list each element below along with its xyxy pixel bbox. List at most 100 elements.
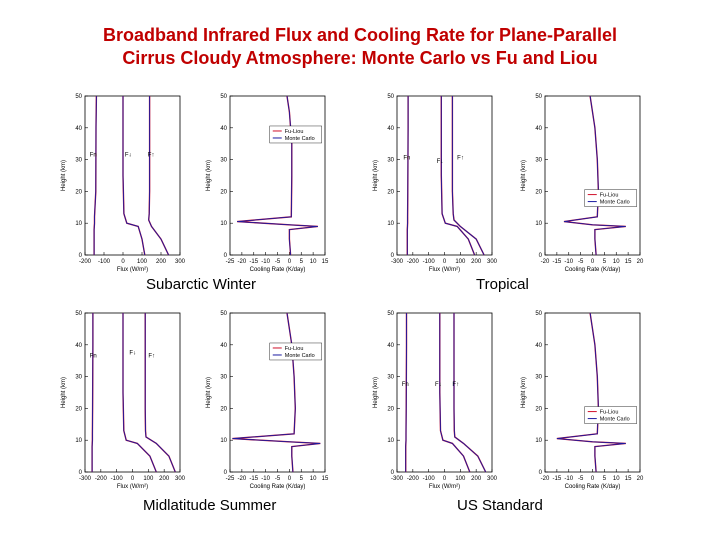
x-axis-label: Cooling Rate (K/day) <box>565 484 621 490</box>
y-tick-label: 40 <box>75 343 82 349</box>
curve-label: F↓ <box>125 152 132 158</box>
y-tick-label: 30 <box>75 375 82 381</box>
x-tick-label: 15 <box>625 476 632 482</box>
curve-label: F↓ <box>129 350 136 356</box>
x-tick-label: -100 <box>423 476 436 482</box>
x-axis-label: Cooling Rate (K/day) <box>250 484 306 490</box>
series-line-monte-carlo <box>91 313 94 472</box>
y-tick-label: 30 <box>220 158 227 164</box>
y-tick-label: 30 <box>535 158 542 164</box>
legend-label: Fu-Liou <box>285 129 304 135</box>
y-tick-label: 30 <box>75 158 82 164</box>
series-line-monte-carlo <box>453 313 487 473</box>
y-axis-label: Height (km) <box>373 160 379 191</box>
us-standard-flux-plot: 0 10 20 30 40 50 -300 -200 -100 0 100 200 300 Flux (W… <box>373 311 498 490</box>
x-tick-label: 10 <box>613 476 620 482</box>
x-tick-label: -15 <box>249 476 258 482</box>
y-tick-label: 20 <box>535 189 542 195</box>
y-tick-label: 20 <box>220 406 227 412</box>
x-tick-label: 0 <box>288 259 292 265</box>
x-tick-label: -10 <box>564 259 573 265</box>
tropical-cooling-plot: 0 10 20 30 40 50 -20 -15 -10 -5 0 5 10 15 20 Cooling Ra… <box>521 94 644 273</box>
y-tick-label: 50 <box>75 94 82 100</box>
legend-box <box>584 406 637 424</box>
plot-frame <box>84 95 181 256</box>
series-line-fu-liou <box>556 312 626 473</box>
legend-label: Monte Carlo <box>285 353 315 359</box>
legend-box <box>269 125 322 144</box>
y-tick-label: 10 <box>220 221 227 227</box>
curve-label: Fn <box>90 354 97 360</box>
y-tick-label: 30 <box>387 375 394 381</box>
curve-label: F↑ <box>457 156 464 162</box>
y-tick-label: 20 <box>220 189 227 195</box>
series-line-monte-carlo <box>405 313 407 472</box>
x-tick-label: -200 <box>407 259 420 265</box>
x-tick-label: -15 <box>553 259 562 265</box>
y-tick-label: 20 <box>75 406 82 412</box>
y-axis-label: Height (km) <box>61 377 67 408</box>
series-line-monte-carlo <box>122 313 157 473</box>
y-tick-label: 10 <box>75 221 82 227</box>
y-axis-label: Height (km) <box>373 377 379 408</box>
x-tick-label: 200 <box>471 259 482 265</box>
series-line-fu-liou <box>439 313 471 473</box>
x-tick-label: -10 <box>564 476 573 482</box>
x-tick-label: -200 <box>79 259 92 265</box>
series-line-monte-carlo <box>93 95 97 255</box>
x-tick-label: 0 <box>443 259 447 265</box>
series-line-monte-carlo <box>122 96 146 256</box>
x-tick-label: 10 <box>310 259 317 265</box>
x-tick-label: 15 <box>322 259 329 265</box>
subarctic-winter-cooling-plot: 0 10 20 30 40 50 -25 -20 -15 -10 -5 0 5 10 15 Cooling R… <box>206 94 329 273</box>
x-tick-label: 300 <box>175 476 186 482</box>
y-tick-label: 50 <box>535 311 542 317</box>
series-line-monte-carlo <box>556 312 626 473</box>
x-tick-label: 10 <box>310 476 317 482</box>
y-tick-label: 40 <box>220 126 227 132</box>
series-line-monte-carlo <box>148 96 170 256</box>
y-tick-label: 50 <box>387 311 394 317</box>
x-tick-label: 0 <box>591 476 595 482</box>
x-tick-label: -5 <box>578 476 584 482</box>
x-tick-label: 200 <box>159 476 170 482</box>
y-tick-label: 40 <box>387 126 394 132</box>
series-line-fu-liou <box>147 96 170 256</box>
legend-label: Fu-Liou <box>600 193 619 199</box>
x-tick-label: -10 <box>261 476 270 482</box>
y-tick-label: 50 <box>220 94 227 100</box>
y-tick-label: 0 <box>224 470 228 476</box>
plot-frame <box>229 95 326 256</box>
x-tick-label: 0 <box>288 476 292 482</box>
y-axis-label: Height (km) <box>521 377 527 408</box>
x-tick-label: -5 <box>275 476 281 482</box>
x-tick-label: 0 <box>121 259 125 265</box>
x-axis-label: Flux (W/m²) <box>429 484 460 490</box>
tropical-flux-plot: 0 10 20 30 40 50 -300 -200 -100 0 100 200 300 Flux (W… <box>373 94 498 273</box>
y-tick-label: 20 <box>75 189 82 195</box>
plot-frame <box>84 312 181 473</box>
x-tick-label: -5 <box>275 259 281 265</box>
curve-label: F↓ <box>437 159 444 165</box>
y-tick-label: 50 <box>220 311 227 317</box>
caption-us-standard: US Standard <box>457 497 543 514</box>
y-tick-label: 0 <box>224 253 228 259</box>
x-tick-label: 5 <box>603 476 607 482</box>
y-tick-label: 50 <box>387 94 394 100</box>
legend-label: Fu-Liou <box>600 410 619 416</box>
y-tick-label: 0 <box>539 470 543 476</box>
series-line-fu-liou <box>440 96 476 256</box>
y-tick-label: 0 <box>391 253 395 259</box>
x-tick-label: -15 <box>553 476 562 482</box>
series-line-monte-carlo <box>439 313 471 473</box>
curve-label: F↑ <box>148 152 155 158</box>
y-axis-label: Height (km) <box>521 160 527 191</box>
x-tick-label: 200 <box>471 476 482 482</box>
y-tick-label: 50 <box>535 94 542 100</box>
x-tick-label: -20 <box>238 476 247 482</box>
y-tick-label: 30 <box>220 375 227 381</box>
x-tick-label: 5 <box>603 259 607 265</box>
y-tick-label: 50 <box>75 311 82 317</box>
caption-midlatitude-summer: Midlatitude Summer <box>143 497 277 514</box>
plot-frame <box>396 312 493 473</box>
